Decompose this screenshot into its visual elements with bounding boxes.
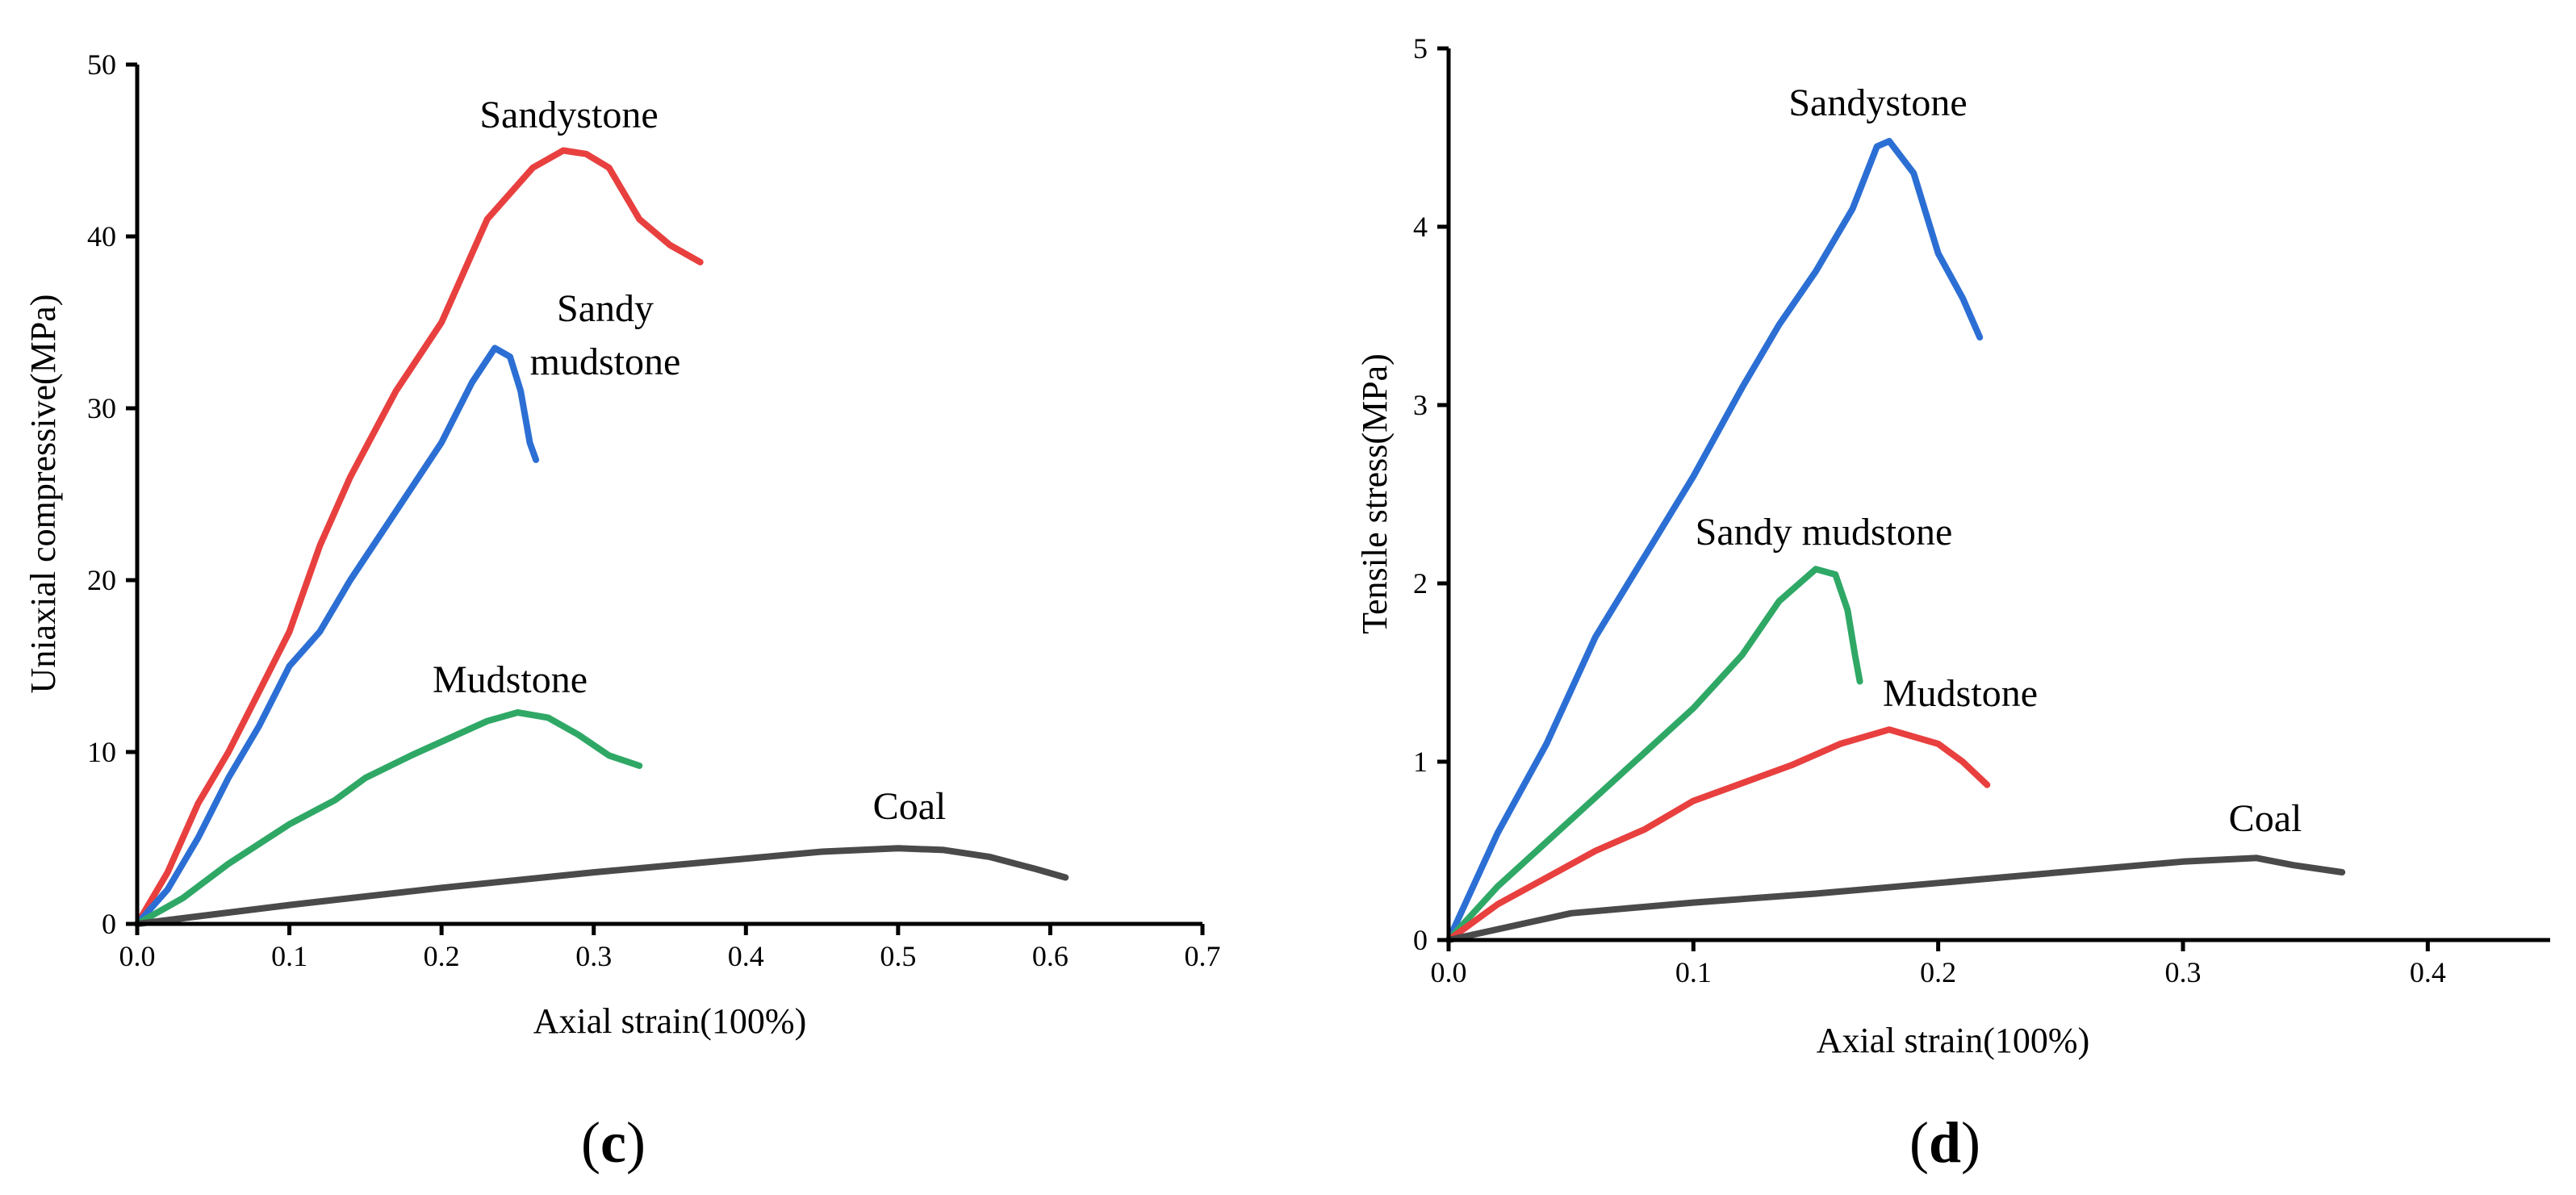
chart-c-x-tick-label: 0.1 xyxy=(271,940,307,972)
chart-d-label-line: Mudstone xyxy=(1883,672,2038,715)
chart-c-label-line: Sandy xyxy=(557,287,654,330)
chart-c-y-axis-title: Uniaxial compressive(MPa) xyxy=(23,295,63,694)
chart-c-series-sandy-mudstone xyxy=(134,345,540,927)
chart-d-y-tick-label: 5 xyxy=(1413,32,1428,65)
chart-c-label-mudstone: Mudstone xyxy=(433,658,588,701)
chart-c-y-tick-label: 10 xyxy=(87,736,116,768)
chart-c-label-sandystone: Sandystone xyxy=(479,94,658,136)
chart-d-x-tick-label: 0.4 xyxy=(2410,956,2446,988)
chart-c-axes xyxy=(135,65,1202,926)
chart-c-label-sandy-mudstone: Sandy mudstone xyxy=(530,287,681,383)
chart-d-ticks: 0.0 0.1 0.2 0.3 0.4 0 1 2 3 4 5 xyxy=(1413,32,2446,988)
chart-d-x-tick-label: 0.0 xyxy=(1431,956,1467,988)
chart-d-series-labels: Sandystone Sandy mudstone Mudstone Coal xyxy=(1696,81,2302,840)
chart-c-x-tick-label: 0.2 xyxy=(424,940,460,972)
chart-d: 0.0 0.1 0.2 0.3 0.4 0 1 2 3 4 5 Axial strain(100%)… xyxy=(1355,32,2550,1175)
chart-d-axes xyxy=(1446,48,2550,942)
chart-c: 0.0 0.1 0.2 0.3 0.4 0.5 0.6 0.7 0 10 20 30 40 50 Axia… xyxy=(23,48,1221,1175)
chart-d-label-sandystone: Sandystone xyxy=(1788,81,1967,124)
chart-c-y-tick-label: 30 xyxy=(87,392,116,424)
chart-d-y-tick-label: 1 xyxy=(1413,746,1428,778)
chart-d-panel-label: (d) xyxy=(1909,1110,1980,1175)
chart-c-x-tick-label: 0.0 xyxy=(119,940,156,972)
chart-d-series-sandy-mudstone xyxy=(1445,566,1863,943)
chart-c-y-tick-label: 20 xyxy=(87,564,116,596)
chart-d-y-tick-label: 0 xyxy=(1413,924,1428,956)
chart-c-x-tick-label: 0.7 xyxy=(1185,940,1221,972)
chart-d-x-tick-label: 0.3 xyxy=(2165,956,2202,988)
chart-c-series-mudstone xyxy=(134,709,643,927)
chart-c-x-tick-label: 0.6 xyxy=(1032,940,1068,972)
chart-d-panel-letter: d xyxy=(1929,1110,1961,1175)
chart-d-y-tick-label: 3 xyxy=(1413,389,1428,421)
chart-d-label-line: Sandy mudstone xyxy=(1696,511,1953,554)
chart-d-y-axis-title: Tensile stress(MPa) xyxy=(1355,353,1395,634)
chart-c-x-axis-title: Axial strain(100%) xyxy=(533,1001,806,1041)
chart-d-x-tick-label: 0.2 xyxy=(1920,956,1956,988)
chart-d-series-mudstone xyxy=(1445,726,1991,943)
chart-c-series-labels: Sandystone Sandy mudstone Mudstone Coal xyxy=(433,94,946,828)
chart-c-label-line: Sandystone xyxy=(479,94,658,136)
chart-d-label-mudstone: Mudstone xyxy=(1883,672,2038,715)
chart-c-x-tick-label: 0.5 xyxy=(880,940,916,972)
chart-d-label-sandy-mudstone: Sandy mudstone xyxy=(1696,511,1953,554)
chart-d-x-tick-label: 0.1 xyxy=(1675,956,1712,988)
chart-d-series-sandystone xyxy=(1445,137,1984,943)
chart-c-y-tick-label: 50 xyxy=(87,48,116,81)
chart-c-y-tick-label: 40 xyxy=(87,220,116,253)
chart-d-series-coal xyxy=(1445,854,2346,943)
chart-d-x-axis-title: Axial strain(100%) xyxy=(1817,1021,2089,1060)
chart-c-label-line: mudstone xyxy=(530,341,681,383)
chart-c-label-line: Mudstone xyxy=(433,658,588,701)
chart-d-series-group xyxy=(1445,137,2346,943)
chart-d-label-line: Sandystone xyxy=(1788,81,1967,124)
chart-c-y-tick-label: 0 xyxy=(102,908,116,940)
chart-c-series-coal xyxy=(134,845,1069,927)
chart-c-ticks: 0.0 0.1 0.2 0.3 0.4 0.5 0.6 0.7 0 10 20 30 40 50 xyxy=(87,48,1221,972)
chart-d-y-tick-label: 4 xyxy=(1413,211,1428,243)
chart-c-series-group xyxy=(134,147,1069,927)
chart-c-label-line: Coal xyxy=(873,785,947,828)
chart-c-x-tick-label: 0.4 xyxy=(728,940,764,972)
chart-d-label-line: Coal xyxy=(2229,797,2302,840)
chart-c-panel-letter: c xyxy=(600,1110,626,1175)
chart-d-y-tick-label: 2 xyxy=(1413,567,1428,600)
chart-c-panel-label: (c) xyxy=(581,1110,646,1175)
chart-c-x-tick-label: 0.3 xyxy=(575,940,612,972)
chart-c-label-coal: Coal xyxy=(873,785,947,828)
chart-d-label-coal: Coal xyxy=(2229,797,2302,840)
chart-c-series-sandystone xyxy=(134,147,704,927)
